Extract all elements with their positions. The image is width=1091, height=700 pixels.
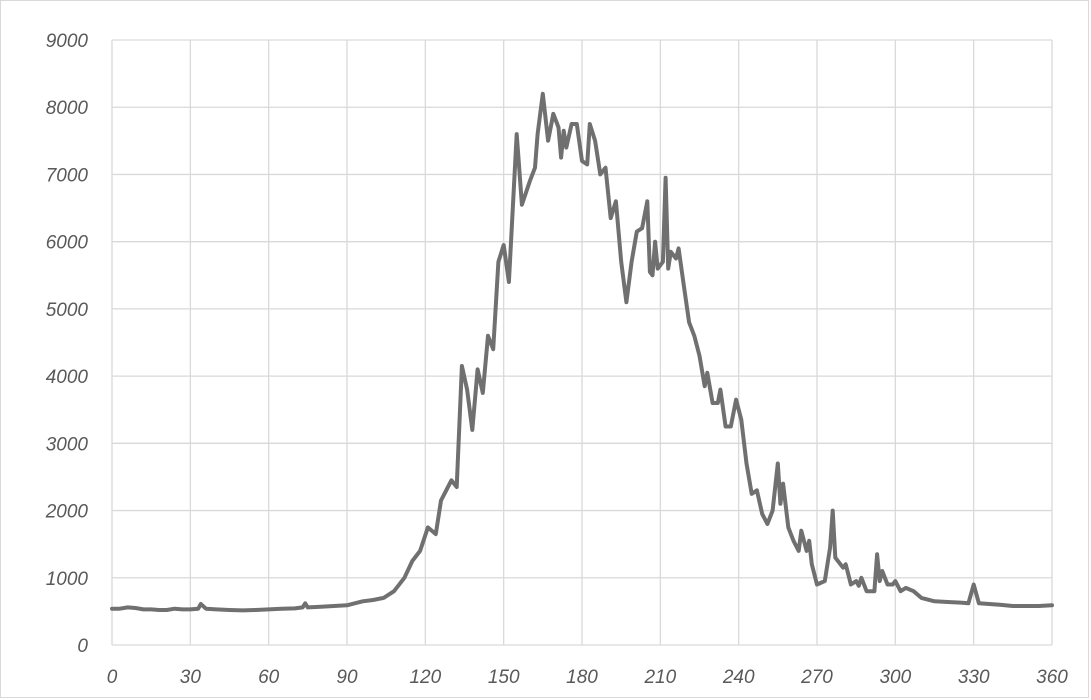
y-tick-label: 1000: [46, 569, 89, 590]
x-axis-ticks: 0 30 60 90 120 150 180 210 240 270 300 330 360: [107, 667, 1069, 688]
x-tick-label: 60: [258, 667, 280, 688]
series-line: [110, 91, 1054, 613]
y-tick-label: 3000: [46, 434, 89, 455]
x-tick-label: 90: [336, 667, 358, 688]
x-tick-label: 30: [180, 667, 202, 688]
x-tick-label: 270: [800, 667, 833, 688]
y-tick-label: 4000: [46, 367, 89, 388]
y-tick-label: 6000: [46, 233, 89, 254]
x-tick-label: 210: [643, 667, 676, 688]
y-tick-label: 8000: [46, 98, 89, 119]
x-tick-label: 150: [488, 667, 520, 688]
x-tick-label: 360: [1036, 667, 1068, 688]
y-tick-label: 5000: [46, 300, 89, 321]
series: [110, 91, 1054, 613]
x-tick-label: 120: [409, 667, 441, 688]
y-tick-label: 9000: [46, 31, 89, 52]
y-tick-label: 0: [77, 636, 88, 657]
x-tick-label: 0: [107, 667, 118, 688]
x-tick-label: 300: [879, 667, 911, 688]
x-tick-label: 330: [958, 667, 990, 688]
y-tick-label: 7000: [46, 165, 89, 186]
x-tick-label: 240: [722, 667, 755, 688]
y-axis-ticks: 0 1000 2000 3000 4000 5000 6000 7000 8000 9000: [45, 31, 89, 657]
y-tick-label: 2000: [45, 502, 89, 523]
x-tick-label: 180: [566, 667, 598, 688]
grid: [111, 39, 1053, 646]
